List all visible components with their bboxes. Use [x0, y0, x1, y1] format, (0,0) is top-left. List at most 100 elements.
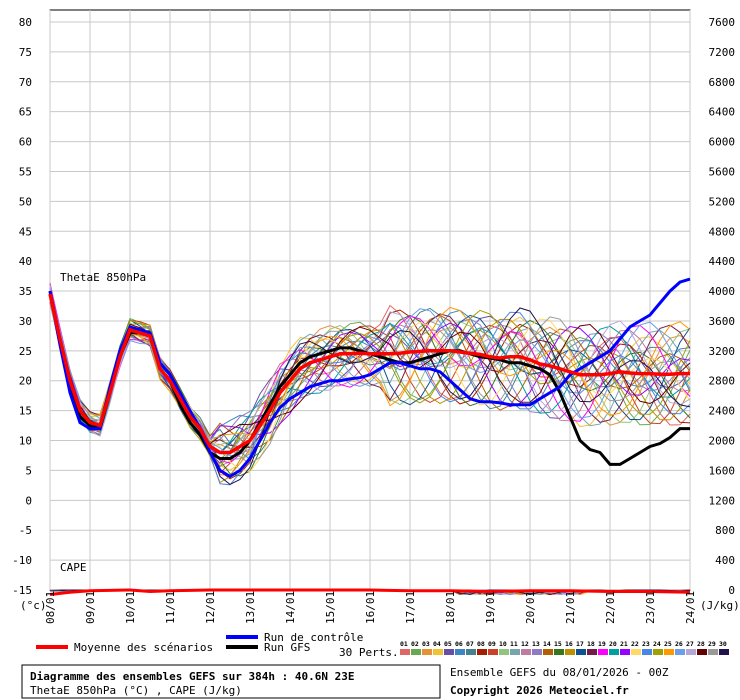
- perturbation-swatch: [543, 649, 553, 655]
- cape-panel-label: CAPE: [60, 561, 87, 574]
- perturbation-swatch: [686, 649, 696, 655]
- y-tick-label-left: 35: [19, 285, 32, 298]
- perturbation-number: 05: [444, 640, 452, 648]
- perturbation-number: 26: [675, 640, 683, 648]
- right-unit-label: (J/kg): [700, 599, 740, 612]
- perturbation-number: 13: [532, 640, 540, 648]
- y-tick-label-left: 15: [19, 405, 32, 418]
- perturbation-swatch: [521, 649, 531, 655]
- legend-control-label: Run de contrôle: [264, 631, 363, 644]
- y-tick-label-left: 10: [19, 435, 32, 448]
- perturbation-number: 08: [477, 640, 485, 648]
- x-tick-label: 24/01: [684, 591, 697, 624]
- perturbation-swatch: [653, 649, 663, 655]
- y-tick-label-right: 7600: [709, 16, 736, 29]
- copyright: Copyright 2026 Meteociel.fr: [450, 684, 629, 697]
- perturbation-number: 10: [499, 640, 507, 648]
- x-tick-label: 16/01: [364, 591, 377, 624]
- y-tick-label-right: 800: [715, 524, 735, 537]
- perturbation-swatch: [642, 649, 652, 655]
- y-tick-label-left: -5: [19, 524, 32, 537]
- perturbation-swatch: [422, 649, 432, 655]
- perturbation-number: 28: [697, 640, 705, 648]
- perturbation-number: 15: [554, 640, 562, 648]
- x-tick-label: 22/01: [604, 591, 617, 624]
- chart-subtitle: ThetaE 850hPa (°C) , CAPE (J/kg): [30, 684, 242, 697]
- y-tick-label-left: 75: [19, 46, 32, 59]
- perturbation-number: 29: [708, 640, 716, 648]
- x-tick-label: 21/01: [564, 591, 577, 624]
- perturbation-swatch: [532, 649, 542, 655]
- y-tick-label-right: 1600: [709, 464, 736, 477]
- perturbation-swatch: [620, 649, 630, 655]
- y-tick-label-right: 6400: [709, 106, 736, 119]
- y-tick-label-right: 3600: [709, 315, 736, 328]
- y-tick-label-left: 55: [19, 165, 32, 178]
- perturbation-swatch: [400, 649, 410, 655]
- y-tick-label-right: 4000: [709, 285, 736, 298]
- legend-gfs-label: Run GFS: [264, 641, 310, 654]
- x-tick-label: 11/01: [164, 591, 177, 624]
- perturbation-swatch: [466, 649, 476, 655]
- perturbation-swatch: [708, 649, 718, 655]
- perturbation-number: 04: [433, 640, 441, 648]
- x-tick-label: 08/01: [44, 591, 57, 624]
- perturbation-swatch: [488, 649, 498, 655]
- perturbation-number: 03: [422, 640, 430, 648]
- y-tick-label-left: -15: [12, 584, 32, 597]
- perturbation-swatch: [719, 649, 729, 655]
- legend-perts-label: 30 Perts.: [339, 646, 399, 659]
- perturbation-number: 19: [598, 640, 606, 648]
- y-tick-label-left: 50: [19, 195, 32, 208]
- perturbation-number: 14: [543, 640, 551, 648]
- legend-mean-label: Moyenne des scénarios: [74, 641, 213, 654]
- y-tick-label-left: 70: [19, 76, 32, 89]
- y-tick-label-left: 20: [19, 375, 32, 388]
- y-tick-label-left: -10: [12, 554, 32, 567]
- perturbation-swatch: [444, 649, 454, 655]
- perturbation-swatch: [576, 649, 586, 655]
- y-tick-label-right: 2000: [709, 435, 736, 448]
- x-tick-label: 20/01: [524, 591, 537, 624]
- y-tick-label-right: 6800: [709, 76, 736, 89]
- legend: Moyenne des scénarios Run de contrôle Ru…: [36, 631, 729, 659]
- perturbation-number: 01: [400, 640, 408, 648]
- perturbation-number: 17: [576, 640, 584, 648]
- perturbation-swatch: [433, 649, 443, 655]
- perturbation-number: 24: [653, 640, 661, 648]
- y-tick-label-right: 2800: [709, 375, 736, 388]
- y-tick-label-left: 25: [19, 345, 32, 358]
- perturbation-swatch: [455, 649, 465, 655]
- run-info: Ensemble GEFS du 08/01/2026 - 00Z: [450, 666, 669, 679]
- x-tick-label: 13/01: [244, 591, 257, 624]
- perturbation-number: 09: [488, 640, 496, 648]
- y-tick-label-left: 5: [25, 464, 32, 477]
- y-tick-label-right: 4400: [709, 255, 736, 268]
- perturbation-number: 02: [411, 640, 419, 648]
- y-tick-label-right: 5600: [709, 165, 736, 178]
- perturbation-swatch: [411, 649, 421, 655]
- y-tick-label-right: 6000: [709, 136, 736, 149]
- grid: [49, 9, 691, 591]
- y-tick-label-right: 3200: [709, 345, 736, 358]
- perturbation-number: 20: [609, 640, 617, 648]
- x-tick-label: 18/01: [444, 591, 457, 624]
- perturbation-number: 07: [466, 640, 474, 648]
- y-tick-label-left: 45: [19, 225, 32, 238]
- perturbation-swatch: [565, 649, 575, 655]
- perturbation-number: 21: [620, 640, 628, 648]
- perturbation-number: 06: [455, 640, 463, 648]
- x-tick-label: 19/01: [484, 591, 497, 624]
- x-tick-label: 14/01: [284, 591, 297, 624]
- perturbation-swatch: [510, 649, 520, 655]
- y-tick-label-left: 0: [25, 494, 32, 507]
- mean-cape-line: [49, 588, 691, 596]
- perturbation-number: 27: [686, 640, 694, 648]
- y-tick-label-left: 40: [19, 255, 32, 268]
- left-unit-label: (°c): [20, 599, 47, 612]
- perturbation-swatch: [477, 649, 487, 655]
- y-tick-label-right: 7200: [709, 46, 736, 59]
